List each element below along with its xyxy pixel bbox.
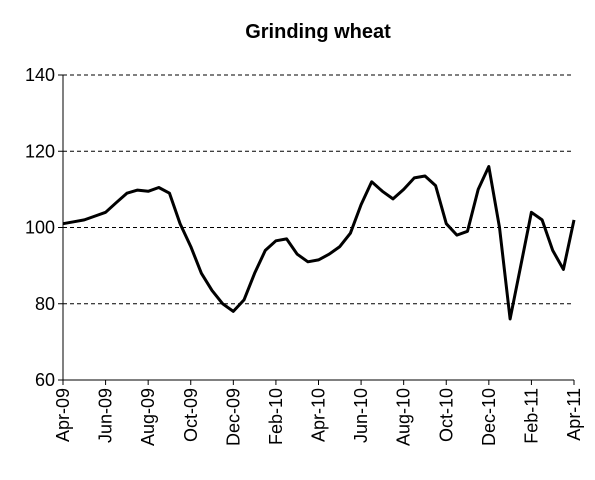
x-tick-label: Oct-10	[436, 388, 456, 442]
y-tick-label: 140	[25, 65, 55, 85]
x-tick-label: Dec-09	[223, 388, 243, 446]
x-tick-label: Aug-10	[394, 388, 414, 446]
x-tick-label: Apr-09	[53, 388, 73, 442]
line	[62, 165, 576, 321]
y-tick-label: 60	[35, 370, 55, 390]
x-tick-label: Jun-10	[351, 388, 371, 443]
x-tick-label: Aug-09	[138, 388, 158, 446]
chart-title: Grinding wheat	[245, 21, 391, 43]
x-tick-label: Dec-10	[479, 388, 499, 446]
x-tick-label: Apr-11	[564, 388, 584, 441]
x-tick-label: Feb-11	[521, 388, 541, 444]
x-tick-label: Apr-10	[309, 388, 329, 442]
x-tick-label: Feb-10	[266, 388, 286, 445]
y-tick-label: 120	[25, 141, 55, 161]
x-tick-label: Jun-09	[96, 388, 116, 443]
x-tick-label: Oct-09	[181, 388, 201, 442]
y-tick-label: 80	[35, 294, 55, 314]
y-tick-label: 100	[25, 218, 55, 238]
